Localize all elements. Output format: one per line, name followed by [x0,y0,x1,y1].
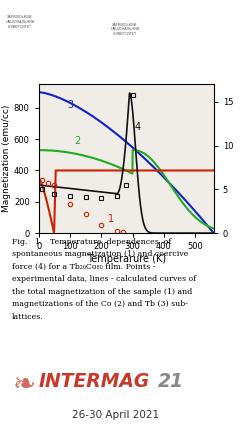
Text: force (4) for a Tb₂₀Co₈₀ film. Points -: force (4) for a Tb₂₀Co₈₀ film. Points - [12,263,156,271]
Text: 3: 3 [68,100,74,110]
X-axis label: Temperarure (K): Temperarure (K) [87,254,166,264]
Text: 26-30 April 2021: 26-30 April 2021 [72,410,159,420]
Text: Fig.   1.   Temperature  dependences  of: Fig. 1. Temperature dependences of [12,238,172,246]
Text: lattices.: lattices. [12,313,44,321]
Text: 1: 1 [108,214,114,225]
Text: 21: 21 [158,373,184,392]
Text: ХАРКІВСЬКИЙ
НАЦІОНАЛЬНИЙ
УНІВЕРСИТЕТ: ХАРКІВСЬКИЙ НАЦІОНАЛЬНИЙ УНІВЕРСИТЕТ [5,16,35,28]
Text: spontaneous magnetization (1) and coercive: spontaneous magnetization (1) and coerci… [12,250,188,258]
Text: 2: 2 [75,136,81,146]
Text: INTERMAG: INTERMAG [38,373,150,392]
Text: ХАРКІВСЬКИЙ
НАЦІОНАЛЬНИЙ
УНІВЕРСИТЕТ: ХАРКІВСЬКИЙ НАЦІОНАЛЬНИЙ УНІВЕРСИТЕТ [110,23,140,36]
Text: ❧: ❧ [12,371,36,399]
Y-axis label: Magnetization (emu/cc): Magnetization (emu/cc) [2,105,11,212]
Text: experimental data, lines - calculated curves of: experimental data, lines - calculated cu… [12,275,196,283]
Text: magnetizations of the Co (2) and Tb (3) sub-: magnetizations of the Co (2) and Tb (3) … [12,301,188,309]
Text: 4: 4 [135,122,141,132]
Text: the total magnetization of the sample (1) and: the total magnetization of the sample (1… [12,288,192,296]
